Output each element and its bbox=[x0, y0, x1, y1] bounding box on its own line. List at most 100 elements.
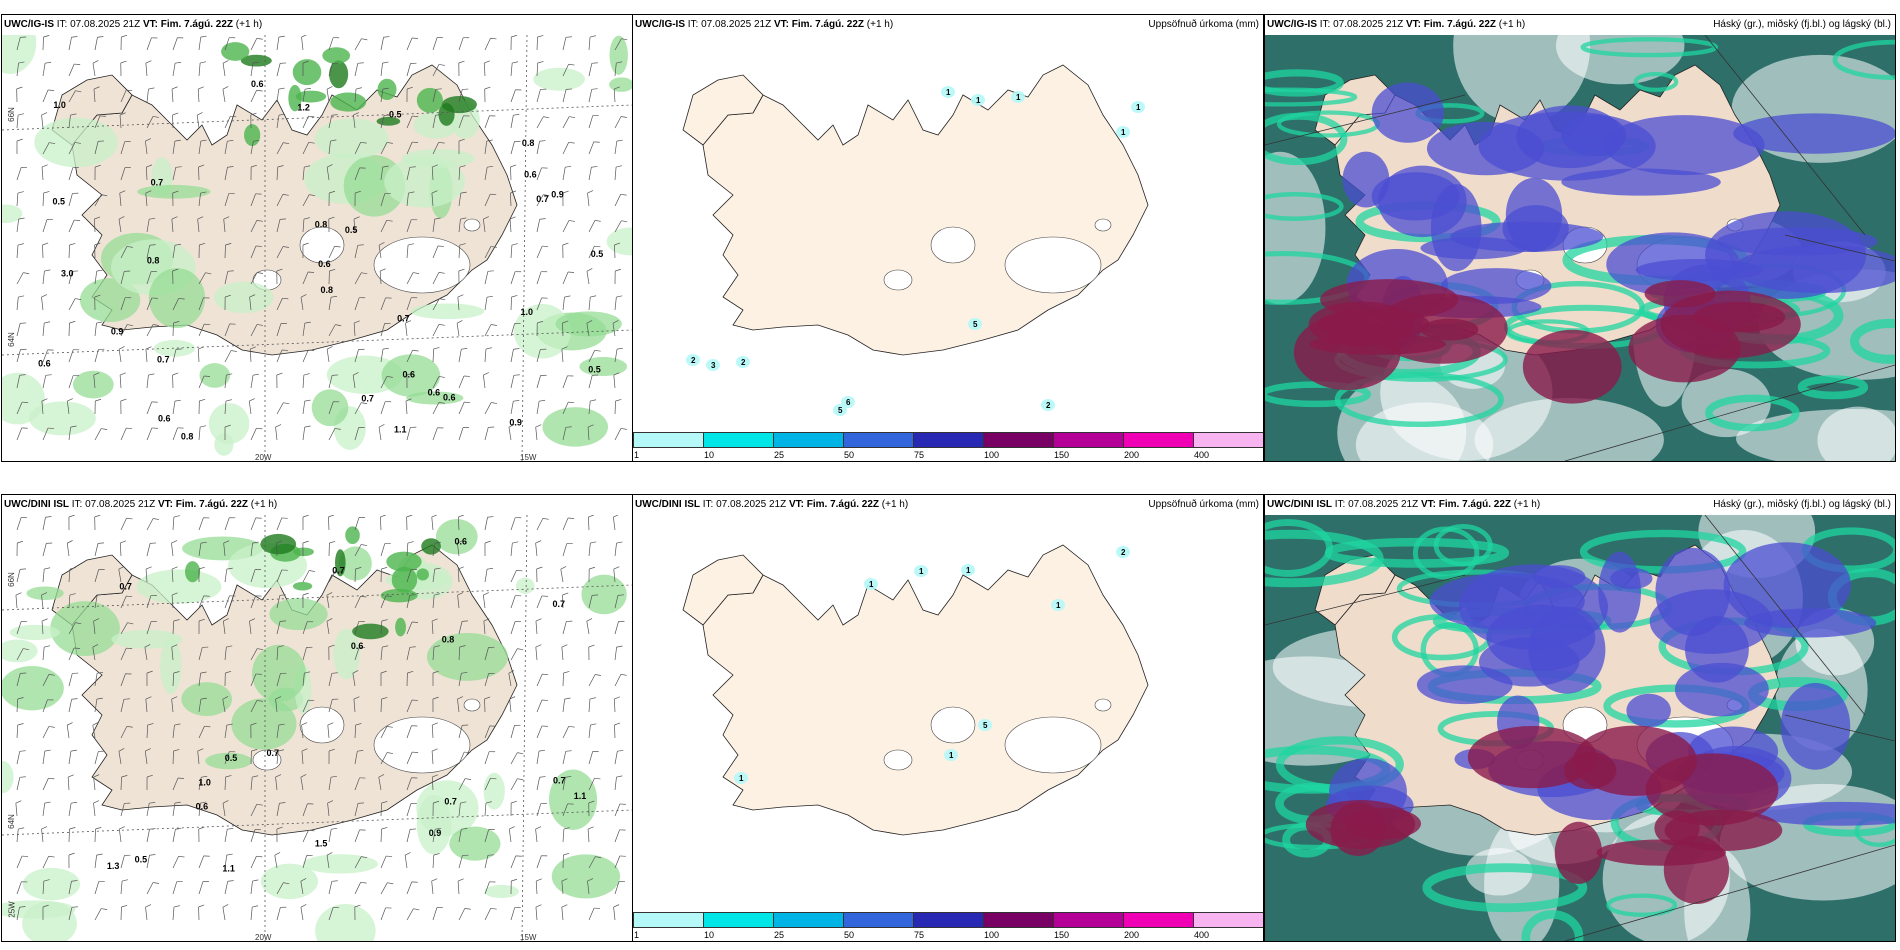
precip-blob bbox=[1051, 599, 1065, 611]
colorbar-swatch bbox=[983, 432, 1054, 448]
precip-panel-top: UWC/IG-IS IT: 07.08.2025 21Z VT: Fim. 7.… bbox=[632, 14, 1264, 462]
precip-value-label: 1 bbox=[869, 580, 874, 589]
precip-value-label: 1.0 bbox=[520, 307, 533, 317]
colorbar-tick-label: 400 bbox=[1194, 930, 1210, 940]
precip-value-label: 1.3 bbox=[107, 861, 120, 871]
colorbar-tick-label: 1 bbox=[634, 450, 640, 460]
precip-value-label: 1 bbox=[966, 566, 971, 575]
cloud-panel-bottom: UWC/DINI ISL IT: 07.08.2025 21Z VT: Fim.… bbox=[1264, 494, 1896, 942]
lon-label-15w: 15W bbox=[520, 933, 537, 942]
wind-precip-panel-top: UWC/IG-IS IT: 07.08.2025 21Z VT: Fim. 7.… bbox=[1, 14, 633, 462]
precip-value-label: 0.6 bbox=[428, 388, 441, 398]
precip-value-label: 6 bbox=[846, 398, 851, 407]
colorbar-swatch bbox=[773, 432, 844, 448]
colorbar-swatch bbox=[983, 912, 1054, 928]
precip-value-label: 0.6 bbox=[403, 370, 416, 380]
colorbar-swatch bbox=[703, 432, 774, 448]
precip-blob bbox=[941, 86, 955, 98]
wind-map: 0.8 0.7 1.1 0.7 0.6 0.5 1.1 0.6 0.7 1.0 0.9 0.7 1.3 1… bbox=[2, 515, 632, 941]
colorbar-swatch bbox=[843, 432, 914, 448]
cloud-title: Háský (gr.), miðský (fj.bl.) og lágský (… bbox=[1713, 19, 1891, 30]
colorbar-tick-label: 200 bbox=[1124, 930, 1140, 940]
colorbar-swatch bbox=[1053, 432, 1124, 448]
colorbar-tick-label: 200 bbox=[1124, 450, 1140, 460]
wind-precip-panel-bottom: UWC/DINI ISL IT: 07.08.2025 21Z VT: Fim.… bbox=[1, 494, 633, 942]
lon-label-20w: 20W bbox=[255, 933, 272, 942]
precip-blob bbox=[944, 749, 958, 761]
precip-value-label: 0.8 bbox=[315, 220, 328, 230]
precip-value-label: 0.7 bbox=[332, 566, 345, 576]
colorbar-swatch bbox=[1193, 912, 1263, 928]
precip-value-label: 0.7 bbox=[157, 355, 170, 365]
precip-value-label: 0.5 bbox=[53, 197, 66, 207]
lat-label-66n: 66N bbox=[6, 572, 16, 587]
precip-value-label: 0.5 bbox=[225, 753, 238, 763]
colorbar-swatch bbox=[913, 432, 984, 448]
precip-value-label: 0.5 bbox=[588, 364, 601, 374]
precip-value-label: 0.8 bbox=[181, 431, 194, 441]
colorbar-tick-label: 150 bbox=[1054, 450, 1070, 460]
cloud-map bbox=[1265, 35, 1895, 461]
precip-value-label: 2 bbox=[1046, 401, 1051, 410]
panel-title: UWC/DINI ISL IT: 07.08.2025 21Z VT: Fim.… bbox=[2, 495, 632, 515]
precip-value-label: 1.5 bbox=[315, 838, 328, 848]
lat-label-25w: 25W bbox=[7, 901, 17, 918]
colorbar-swatch bbox=[633, 432, 704, 448]
colorbar: 1 10 25 50 75 100 150 200 400 bbox=[633, 911, 1263, 941]
precip-value-label: 0.8 bbox=[147, 256, 160, 266]
lon-label-20w: 20W bbox=[255, 453, 272, 462]
precip-blob bbox=[1116, 126, 1130, 138]
precip-value-label: 0.6 bbox=[443, 392, 456, 402]
panel-title: UWC/DINI ISL IT: 07.08.2025 21Z VT: Fim.… bbox=[633, 495, 1263, 515]
precip-value-label: 1 bbox=[1016, 93, 1021, 102]
precip-value-label: 2 bbox=[1121, 548, 1126, 557]
precip-blob bbox=[734, 772, 748, 784]
panel-title: UWC/IG-IS IT: 07.08.2025 21Z VT: Fim. 7.… bbox=[1265, 15, 1895, 35]
precip-value-label: 1 bbox=[949, 751, 954, 760]
precip-title: Uppsöfnuð úrkoma (mm) bbox=[1148, 19, 1259, 30]
colorbar-swatch bbox=[913, 912, 984, 928]
panel-title: UWC/IG-IS IT: 07.08.2025 21Z VT: Fim. 7.… bbox=[633, 15, 1263, 35]
colorbar-tick-label: 1 bbox=[634, 930, 640, 940]
precip-value-label: 3.0 bbox=[61, 269, 74, 279]
colorbar-tick-label: 100 bbox=[984, 450, 1000, 460]
colorbar-tick-label: 75 bbox=[914, 450, 925, 460]
precip-blob bbox=[1131, 101, 1145, 113]
lat-label-64n: 64N bbox=[6, 332, 16, 347]
precip-value-label: 1 bbox=[976, 96, 981, 105]
lat-label-66n: 66N bbox=[6, 107, 16, 122]
colorbar-tick-label: 50 bbox=[844, 930, 855, 940]
precip-blob bbox=[914, 565, 928, 577]
panel-title: UWC/IG-IS IT: 07.08.2025 21Z VT: Fim. 7.… bbox=[2, 15, 632, 35]
precip-value-label: 0.7 bbox=[151, 177, 164, 187]
colorbar-tick-label: 150 bbox=[1054, 930, 1070, 940]
precip-value-label: 5 bbox=[983, 721, 988, 730]
colorbar-swatch bbox=[1053, 912, 1124, 928]
precip-value-label: 0.8 bbox=[442, 634, 455, 644]
precip-value-label: 1.0 bbox=[198, 777, 211, 787]
precip-value-label: 0.6 bbox=[351, 641, 364, 651]
precip-value-label: 1.1 bbox=[574, 791, 587, 801]
precip-value-label: 2 bbox=[691, 356, 696, 365]
precip-value-label: 1.0 bbox=[53, 100, 66, 110]
colorbar: 1 10 25 50 75 100 150 200 400 bbox=[633, 431, 1263, 461]
precip-blob bbox=[1041, 399, 1055, 411]
precip-value-label: 0.7 bbox=[119, 582, 132, 592]
precip-blob bbox=[1011, 91, 1025, 103]
precip-value-label: 0.9 bbox=[551, 190, 564, 200]
precip-value-label: 0.6 bbox=[196, 802, 209, 812]
precip-value-label: 0.6 bbox=[524, 169, 537, 179]
precip-value-label: 0.6 bbox=[38, 358, 51, 368]
colorbar-swatch bbox=[1123, 912, 1194, 928]
cloud-panel-top: UWC/IG-IS IT: 07.08.2025 21Z VT: Fim. 7.… bbox=[1264, 14, 1896, 462]
precip-value-label: 1 bbox=[1056, 601, 1061, 610]
precip-value-label: 0.8 bbox=[522, 138, 535, 148]
colorbar-swatch bbox=[843, 912, 914, 928]
precip-value-label: 1 bbox=[946, 88, 951, 97]
precip-value-label: 1.1 bbox=[394, 425, 407, 435]
precip-value-label: 5 bbox=[838, 406, 843, 415]
precip-value-label: 0.8 bbox=[321, 285, 334, 295]
precip-blob bbox=[686, 354, 700, 366]
